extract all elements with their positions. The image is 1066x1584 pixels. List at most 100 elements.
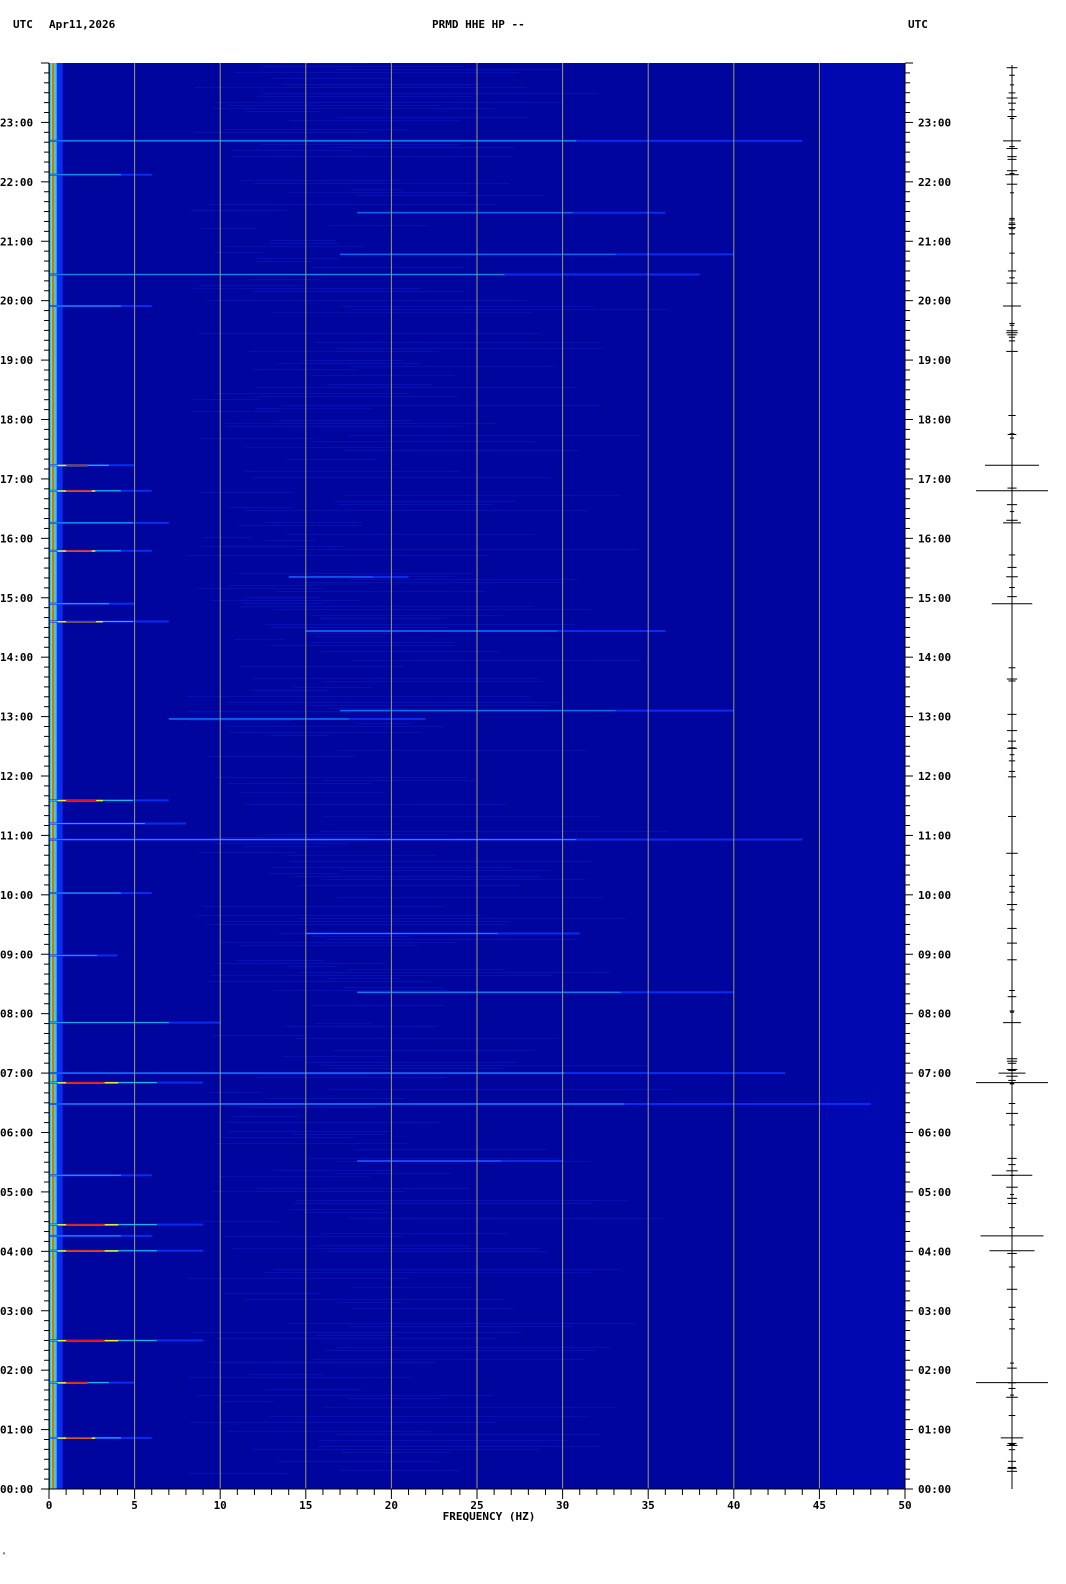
event-max [66,1339,105,1342]
noise-line [268,1416,588,1417]
noise-line [337,117,529,118]
event-max [66,1224,105,1226]
noise-line [336,1434,601,1435]
noise-line [251,678,539,679]
x-tick-label: 0 [46,1499,53,1512]
noise-line [270,240,337,241]
noise-line [262,1074,364,1075]
noise-line [256,1077,448,1078]
y-tick-label-left: 07:00 [0,1067,33,1080]
noise-line [292,1134,385,1135]
noise-line [319,1065,647,1066]
noise-line [318,1446,602,1447]
event-energy [49,1174,121,1176]
event-max [66,1250,105,1252]
noise-line [215,777,469,778]
y-tick-label-right: 12:00 [918,770,951,783]
noise-line [264,624,575,625]
noise-line [300,549,640,550]
event-max [66,621,97,623]
timezone-label-left: UTC [13,18,33,31]
noise-line [244,1299,504,1300]
y-tick-label-right: 10:00 [918,889,951,902]
noise-line [306,1062,518,1063]
y-tick-label-right: 19:00 [918,354,951,367]
y-tick-label-left: 18:00 [0,414,33,427]
x-tick-label: 35 [642,1499,655,1512]
noise-line [302,582,565,583]
event-energy [357,212,573,214]
noise-line [298,885,522,886]
noise-line [244,846,326,847]
y-tick-label-right: 08:00 [918,1008,951,1021]
axes: 0 5 10 15 20 25 30 35 40 45 50 00:00 00:00 01:00 01:00… [0,62,951,1512]
noise-line [195,588,323,589]
noise-line [245,111,320,112]
x-tick-label: 20 [385,1499,398,1512]
noise-line [232,156,513,157]
noise-line [199,228,257,229]
noise-line [191,1332,523,1333]
noise-line [257,1188,470,1189]
noise-line [315,636,386,637]
x-tick-label: 50 [898,1499,911,1512]
event-energy [357,991,621,993]
event-max [66,1382,88,1384]
noise-line [312,267,464,268]
y-tick-label-left: 05:00 [0,1186,33,1199]
noise-line [337,348,604,349]
noise-line [312,615,503,616]
noise-line [200,438,314,439]
y-tick-label-left: 20:00 [0,295,33,308]
noise-line [324,1350,597,1351]
event-energy [49,1235,121,1237]
noise-line [249,351,440,352]
event-energy [340,710,616,712]
noise-line [286,192,469,193]
noise-line [281,84,479,85]
noise-line [280,405,601,406]
event-max [66,799,97,802]
noise-line [224,726,445,727]
noise-line [257,387,576,388]
noise-line [198,852,297,853]
noise-line [211,1191,405,1192]
noise-line [353,1308,514,1309]
y-tick-label-left: 12:00 [0,770,33,783]
x-tick-label: 45 [813,1499,826,1512]
noise-line [208,756,356,757]
noise-line [214,252,265,253]
noise-line [307,1158,560,1159]
y-tick-label-left: 15:00 [0,592,33,605]
noise-line [282,1056,388,1057]
event-energy [49,274,505,276]
noise-line [200,492,294,493]
y-tick-label-right: 04:00 [918,1245,951,1258]
noise-line [254,396,458,397]
noise-line [197,1221,279,1222]
noise-line [205,981,430,982]
y-tick-label-right: 15:00 [918,592,951,605]
noise-line [355,1149,549,1150]
noise-line [322,780,475,781]
event-energy [305,932,498,934]
noise-line [337,1302,402,1303]
noise-line [273,990,448,991]
noise-line [311,1005,444,1006]
high-frequency-band [819,63,905,1489]
noise-line [255,258,338,259]
noise-line [309,441,537,442]
y-tick-label-right: 07:00 [918,1067,951,1080]
noise-line [271,312,532,313]
x-tick-label: 5 [131,1499,138,1512]
noise-line [238,525,362,526]
noise-line [230,1248,540,1249]
noise-line [245,804,507,805]
noise-line [313,1359,586,1360]
noise-line [227,585,315,586]
noise-line [211,600,360,601]
noise-line [253,183,510,184]
event-max [66,490,92,492]
y-tick-label-right: 06:00 [918,1127,951,1140]
noise-line [347,1398,443,1399]
